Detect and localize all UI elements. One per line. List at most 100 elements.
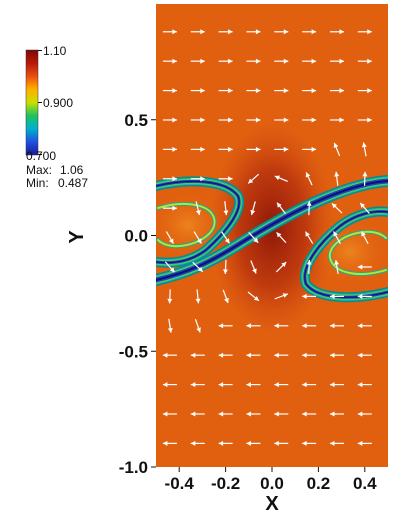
velocity-arrow-head	[302, 323, 307, 329]
velocity-arrow-head	[367, 29, 372, 35]
x-tick-label: 0.0	[260, 474, 284, 493]
velocity-arrow-head	[200, 88, 205, 94]
velocity-arrow-head	[283, 58, 289, 64]
velocity-arrow-head	[218, 411, 224, 417]
velocity-arrow-head	[255, 88, 261, 94]
velocity-arrow-head	[274, 175, 280, 181]
velocity-arrow-head	[311, 29, 317, 35]
velocity-arrow-head	[361, 231, 366, 237]
velocity-arrow-head	[274, 352, 279, 358]
velocity-arrow-head	[339, 58, 344, 64]
velocity-arrow-head	[255, 117, 261, 123]
velocity-arrow-head	[357, 323, 363, 329]
velocity-arrow-head	[253, 237, 259, 243]
velocity-arrow-head	[274, 382, 279, 388]
velocity-arrow-head	[333, 142, 339, 148]
velocity-arrow-head	[223, 210, 229, 216]
velocity-arrow-head	[253, 296, 259, 301]
velocity-arrow-head	[281, 262, 287, 267]
y-tick-label: -0.5	[119, 342, 148, 361]
velocity-arrow-head	[274, 411, 279, 417]
velocity-arrow-head	[218, 323, 224, 329]
velocity-arrow-head	[360, 202, 365, 208]
velocity-arrow-head	[223, 269, 228, 274]
colorbar-min-label: 0.700	[26, 149, 56, 163]
velocity-arrow-head	[195, 298, 201, 304]
velocity-arrow-head	[167, 298, 173, 304]
velocity-arrow-head	[190, 352, 196, 358]
velocity-arrow-head	[246, 382, 251, 388]
velocity-arrow-head	[306, 260, 312, 265]
x-tick-label: 0.4	[353, 474, 377, 493]
interface-left-swirl	[157, 202, 216, 248]
velocity-arrow-head	[282, 293, 288, 298]
velocity-arrow-head	[283, 146, 289, 152]
velocity-arrow-head	[333, 231, 338, 237]
velocity-arrow-head	[224, 238, 230, 244]
velocity-arrow-head	[361, 142, 367, 148]
velocity-arrow-head	[306, 201, 312, 206]
colorbar: 1.10 0.900 0.700 Max: 1.06 Min: 0.487	[25, 44, 88, 190]
y-tick-label: 0.5	[124, 111, 148, 130]
velocity-arrow-head	[200, 117, 205, 123]
interface-right-swirl	[328, 230, 387, 275]
velocity-arrow-head	[172, 117, 177, 123]
velocity-arrow-head	[246, 352, 251, 358]
velocity-arrow-head	[357, 382, 363, 388]
velocity-arrow-head	[228, 146, 233, 152]
velocity-arrow-head	[276, 232, 282, 238]
velocity-arrow-head	[302, 411, 307, 417]
velocity-arrow-head	[167, 327, 173, 333]
velocity-arrow-head	[274, 323, 279, 329]
velocity-arrow-head	[302, 352, 307, 358]
x-tick-label: -0.4	[165, 474, 195, 493]
velocity-arrow-head	[283, 117, 289, 123]
velocity-arrow-head	[195, 210, 201, 215]
stats-min-label: Min:	[26, 176, 49, 190]
velocity-arrow-head	[246, 440, 251, 446]
velocity-arrow-head	[190, 382, 196, 388]
velocity-arrow-head	[302, 382, 307, 388]
velocity-arrow-head	[330, 411, 335, 417]
x-tick-label: -0.2	[211, 474, 240, 493]
y-axis-ticks: 0.5 0.0 -0.5 -1.0	[119, 111, 156, 477]
x-axis-ticks: -0.4 -0.2 0.0 0.2 0.4	[165, 467, 377, 493]
velocity-arrow-head	[334, 171, 340, 177]
velocity-arrow-head	[305, 231, 310, 237]
velocity-arrow-head	[357, 440, 363, 446]
velocity-arrow-head	[311, 117, 317, 123]
velocity-arrow-head	[162, 352, 168, 358]
velocity-arrow-head	[311, 88, 317, 94]
velocity-arrow-head	[283, 88, 289, 94]
y-axis-title: Y	[66, 230, 88, 244]
velocity-arrow-head	[357, 264, 363, 270]
velocity-arrow-head	[357, 293, 363, 299]
velocity-arrow-head	[228, 58, 233, 64]
velocity-arrow-head	[172, 205, 177, 211]
velocity-arrow-head	[196, 238, 202, 244]
velocity-arrow-head	[367, 88, 372, 94]
velocity-arrow-head	[200, 58, 205, 64]
velocity-arrow-head	[228, 176, 233, 182]
velocity-arrow-head	[357, 352, 363, 358]
velocity-arrow-head	[162, 411, 168, 417]
stats-min-value: 0.487	[58, 176, 88, 190]
x-axis-title: X	[265, 493, 279, 515]
interface-left-arm	[156, 180, 240, 264]
velocity-arrow-head	[283, 29, 289, 35]
velocity-arrow-head	[302, 440, 307, 446]
velocity-arrow-head	[224, 297, 229, 303]
velocity-arrow-head	[331, 203, 337, 209]
velocity-arrow-head	[255, 146, 261, 152]
velocity-arrow-head	[246, 323, 251, 329]
velocity-arrow-head	[248, 178, 254, 184]
velocity-arrow-head	[334, 260, 339, 265]
velocity-arrow-head	[218, 440, 224, 446]
velocity-arrow-head	[255, 29, 261, 35]
velocity-arrow-head	[311, 58, 317, 64]
velocity-arrow-head	[228, 117, 233, 123]
velocity-arrow-head	[367, 58, 372, 64]
velocity-arrow-head	[190, 411, 196, 417]
velocity-arrow-head	[255, 58, 261, 64]
